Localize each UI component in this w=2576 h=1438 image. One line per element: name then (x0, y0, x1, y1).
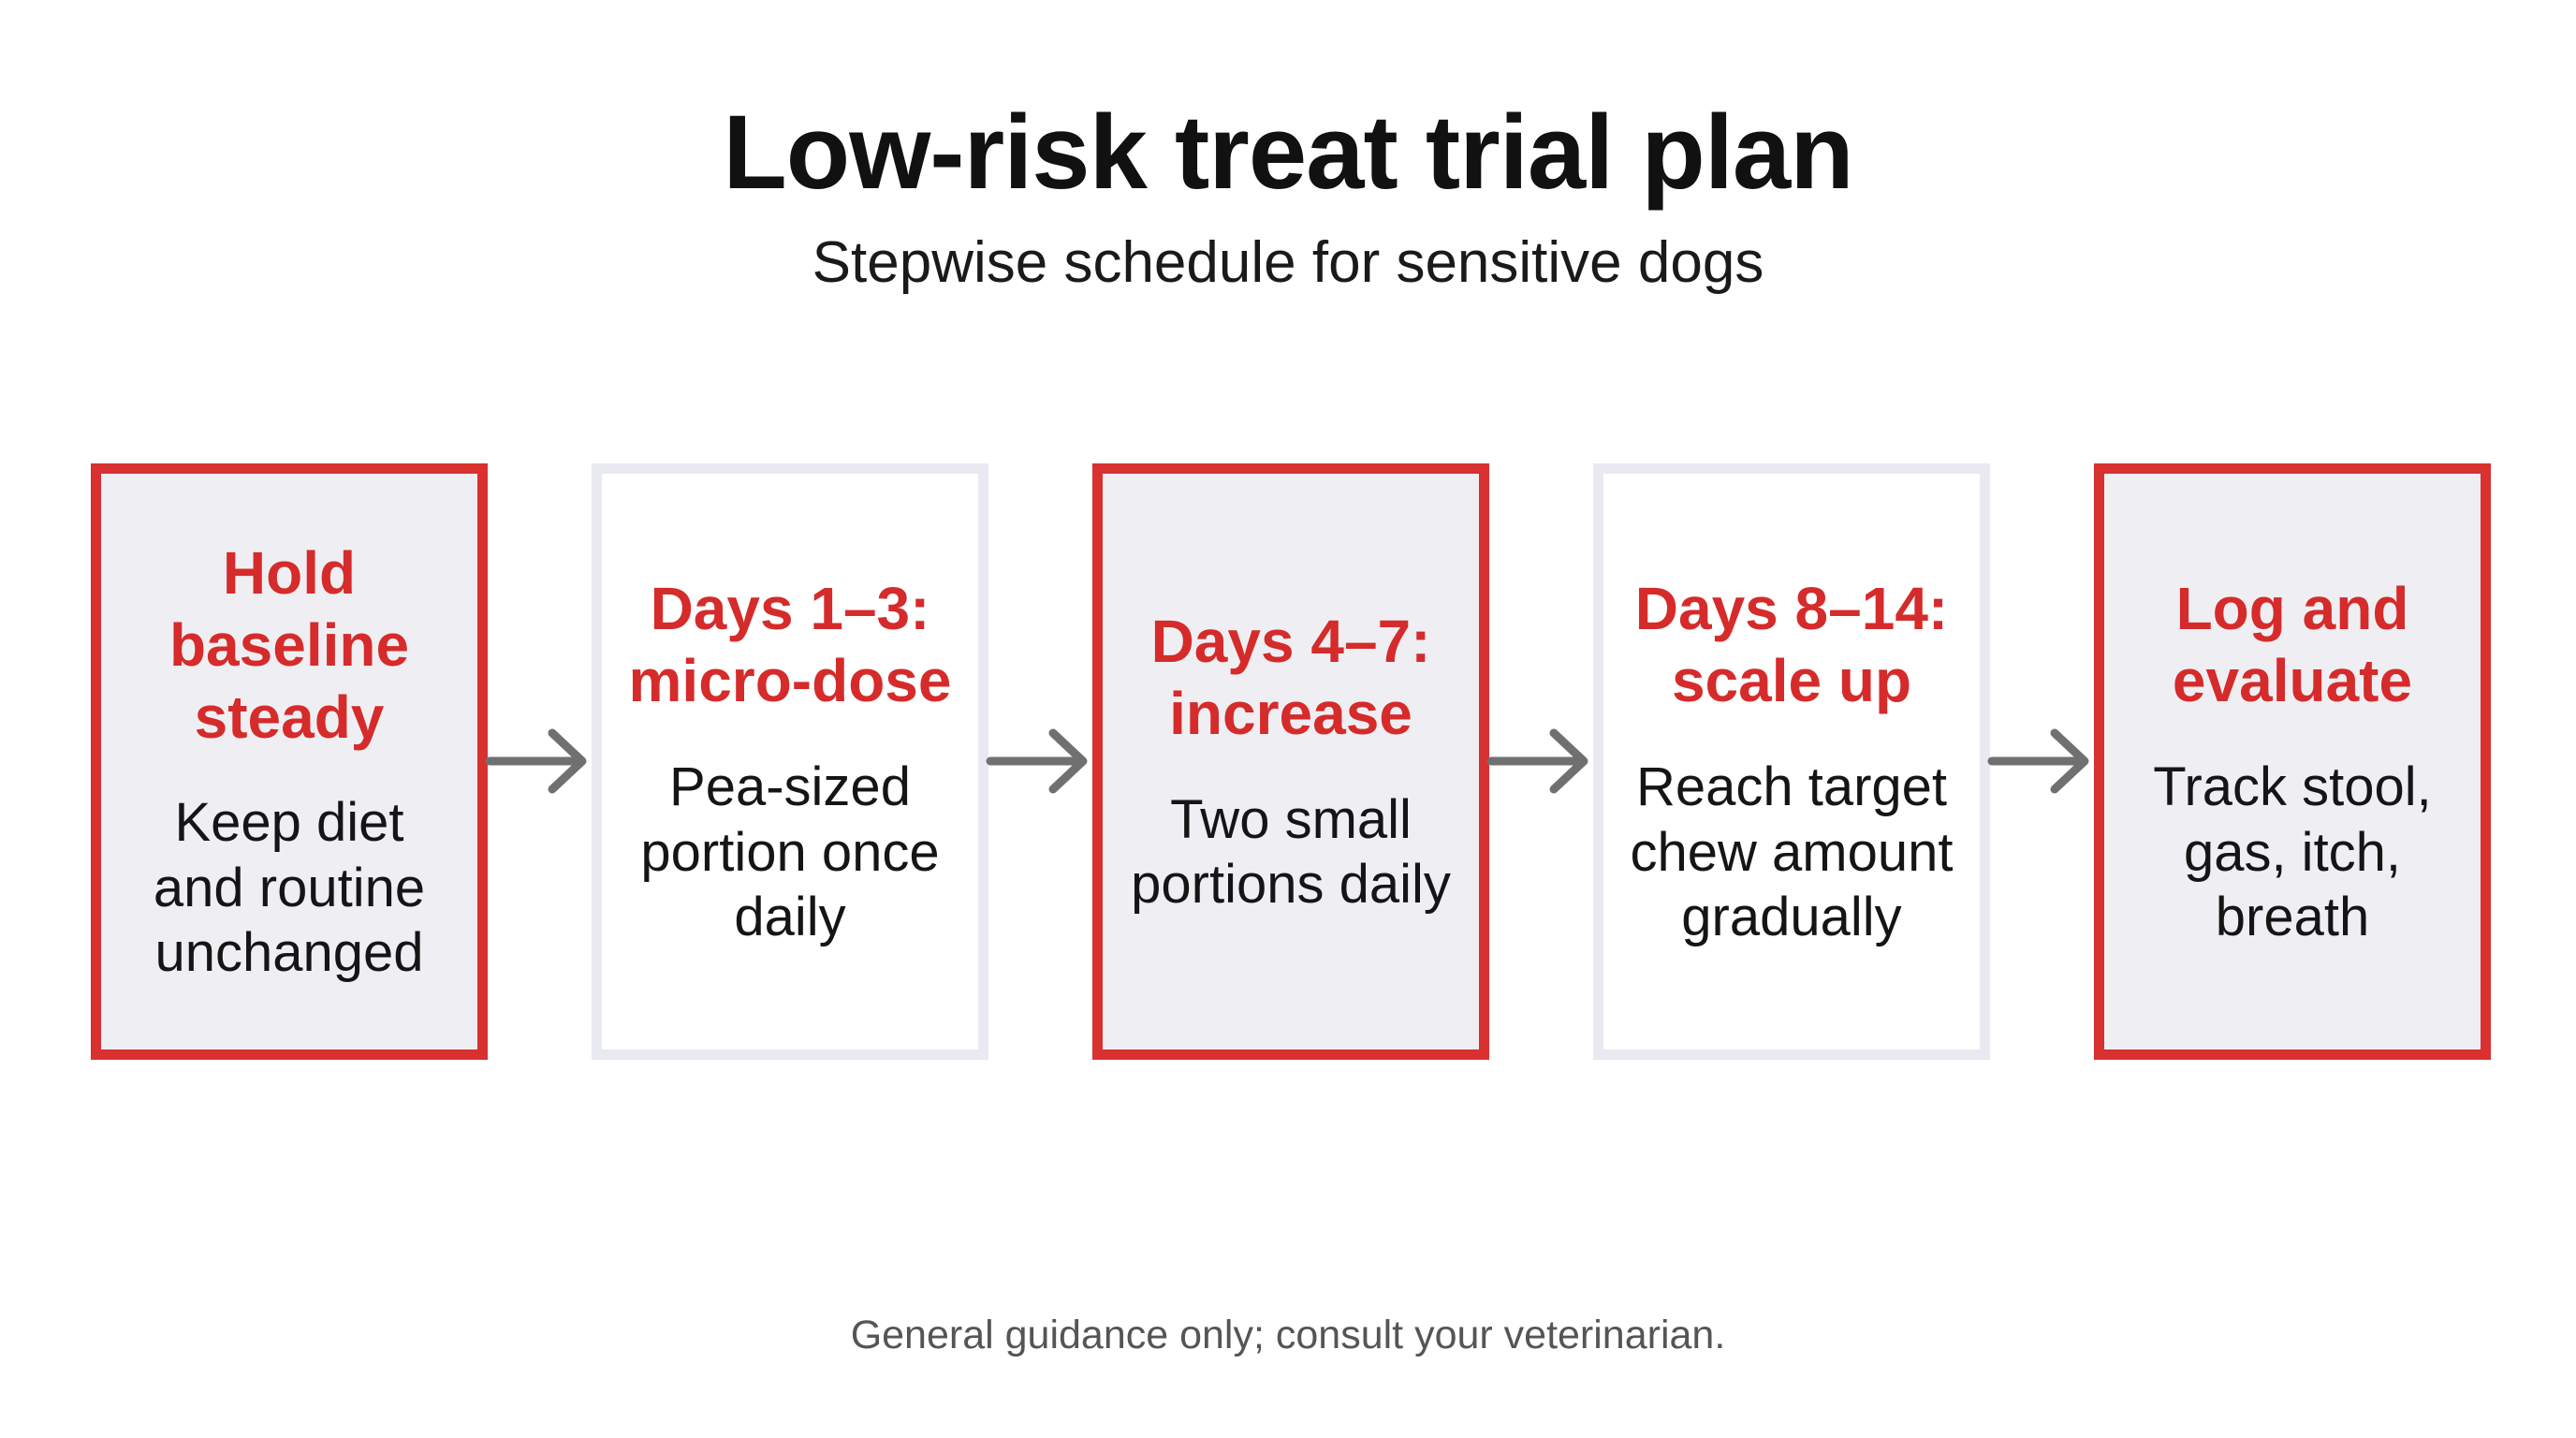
title: Low-risk treat trial plan (723, 94, 1853, 211)
step-card: Days 8–14: scale up Reach target chew am… (1593, 463, 1990, 1060)
step-text: Keep diet and routine unchanged (153, 792, 426, 984)
step-title: Log and evaluate (2172, 575, 2413, 715)
step-title: Hold baseline steady (168, 538, 410, 751)
step-text: Reach target chew amount gradually (1630, 756, 1954, 948)
step-text: Pea-sized portion once daily (640, 756, 940, 948)
step-card: Days 4–7: increase Two small portions da… (1092, 463, 1489, 1060)
arrow (1486, 728, 1588, 794)
step-card: Hold baseline steady Keep diet and routi… (91, 463, 488, 1060)
footer-note: General guidance only; consult your vete… (850, 1313, 1726, 1357)
arrow (1987, 728, 2089, 794)
step-title: Days 4–7: increase (1150, 608, 1431, 747)
subtitle: Stepwise schedule for sensitive dogs (812, 230, 1764, 295)
step-card: Days 1–3: micro-dose Pea-sized portion o… (592, 463, 988, 1060)
step-card: Log and evaluate Track stool, gas, itch,… (2094, 463, 2491, 1060)
step-title: Days 8–14: scale up (1634, 575, 1949, 715)
step-text: Track stool, gas, itch, breath (2153, 756, 2432, 948)
arrow (986, 728, 1088, 794)
arrow (485, 728, 587, 794)
step-text: Two small portions daily (1131, 788, 1451, 916)
step-title: Days 1–3: micro-dose (628, 575, 952, 715)
